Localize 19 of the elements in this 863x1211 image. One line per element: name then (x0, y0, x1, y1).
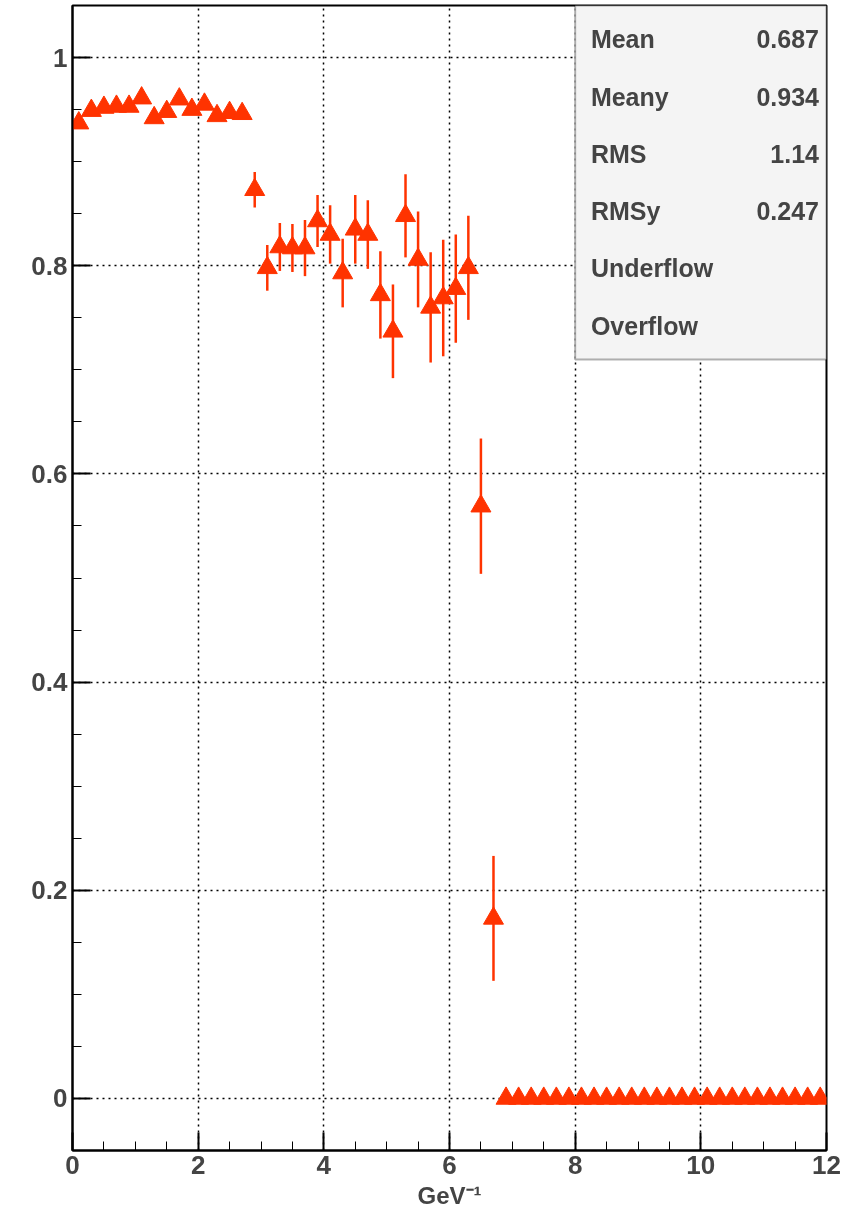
y-tick-label: 0.2 (31, 875, 68, 906)
x-tick-label: 2 (190, 1149, 206, 1180)
y-tick-label: 0 (53, 1083, 68, 1114)
text: Meany 0.934 (590, 82, 819, 111)
x-tick-label: 12 (812, 1149, 841, 1180)
y-tick-label: 1 (53, 42, 68, 73)
annotation: Overflow (590, 311, 699, 340)
x-tick-label: 8 (567, 1149, 583, 1180)
x-axis-title: GeV⁻¹ (417, 1181, 482, 1209)
text: RMS 1.14 (590, 139, 819, 168)
text: RMSy 0.247 (590, 197, 819, 226)
y-tick-label: 0.4 (31, 667, 69, 698)
text: Mean 0.687 (590, 25, 819, 54)
x-tick-label: 6 (442, 1149, 457, 1180)
y-tick-label: 0.6 (31, 458, 68, 489)
x-tick-label: 10 (686, 1149, 716, 1180)
y-tick-label: 0.8 (31, 250, 68, 281)
x-tick-label: 4 (316, 1149, 332, 1180)
annotation: Underflow (590, 254, 714, 283)
